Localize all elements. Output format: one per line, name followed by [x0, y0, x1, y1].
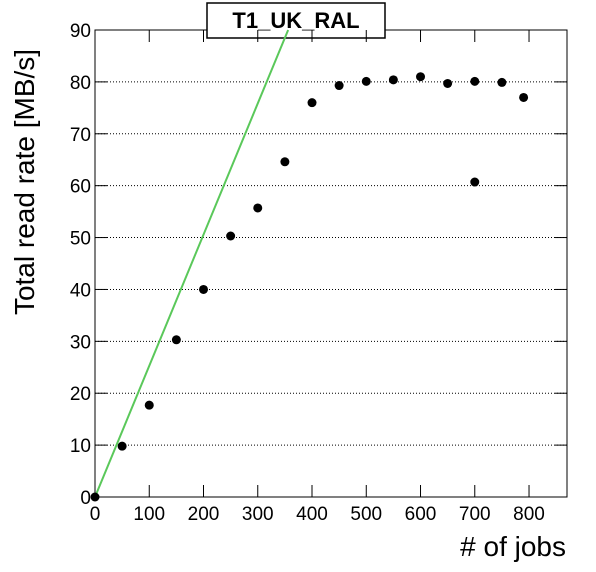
y-tick-label: 90 — [70, 21, 91, 42]
y-tick-label: 0 — [80, 488, 91, 509]
x-tick-label: 800 — [513, 504, 545, 525]
data-point — [388, 75, 398, 85]
data-point — [171, 335, 181, 345]
y-tick-label: 60 — [70, 177, 91, 198]
y-tick-label: 50 — [70, 229, 91, 250]
x-tick-label: 200 — [188, 504, 220, 525]
y-axis-label: Total read rate [MB/s] — [9, 49, 40, 315]
x-tick-label: 300 — [242, 504, 274, 525]
x-axis-label: # of jobs — [460, 531, 566, 562]
data-point — [307, 98, 317, 108]
y-tick-label: 20 — [70, 384, 91, 405]
x-tick-label: 500 — [350, 504, 382, 525]
data-point — [519, 92, 529, 102]
data-point — [361, 76, 371, 86]
reference-line — [94, 29, 290, 498]
y-tick-label: 30 — [70, 332, 91, 353]
data-point — [144, 400, 154, 410]
data-point — [470, 177, 480, 187]
data-point — [117, 441, 127, 451]
x-tick-label: 700 — [459, 504, 491, 525]
y-tick-label: 70 — [70, 125, 91, 146]
data-point — [416, 72, 426, 82]
x-tick-label: 400 — [296, 504, 328, 525]
plot-frame — [94, 29, 568, 498]
chart-title: T1_UK_RAL — [232, 8, 359, 33]
data-point — [90, 492, 100, 502]
x-tick-label: 0 — [90, 504, 101, 525]
y-tick-label: 40 — [70, 280, 91, 301]
y-tick-label: 80 — [70, 73, 91, 94]
data-point — [443, 78, 453, 88]
data-point — [334, 81, 344, 91]
x-tick-label: 100 — [133, 504, 165, 525]
data-point — [226, 231, 236, 241]
title-box — [206, 2, 386, 39]
data-point — [497, 77, 507, 87]
data-point — [470, 76, 480, 86]
data-point — [253, 203, 263, 213]
data-point — [280, 157, 290, 167]
data-point — [199, 284, 209, 294]
x-tick-label: 600 — [405, 504, 437, 525]
y-tick-label: 10 — [70, 436, 91, 457]
